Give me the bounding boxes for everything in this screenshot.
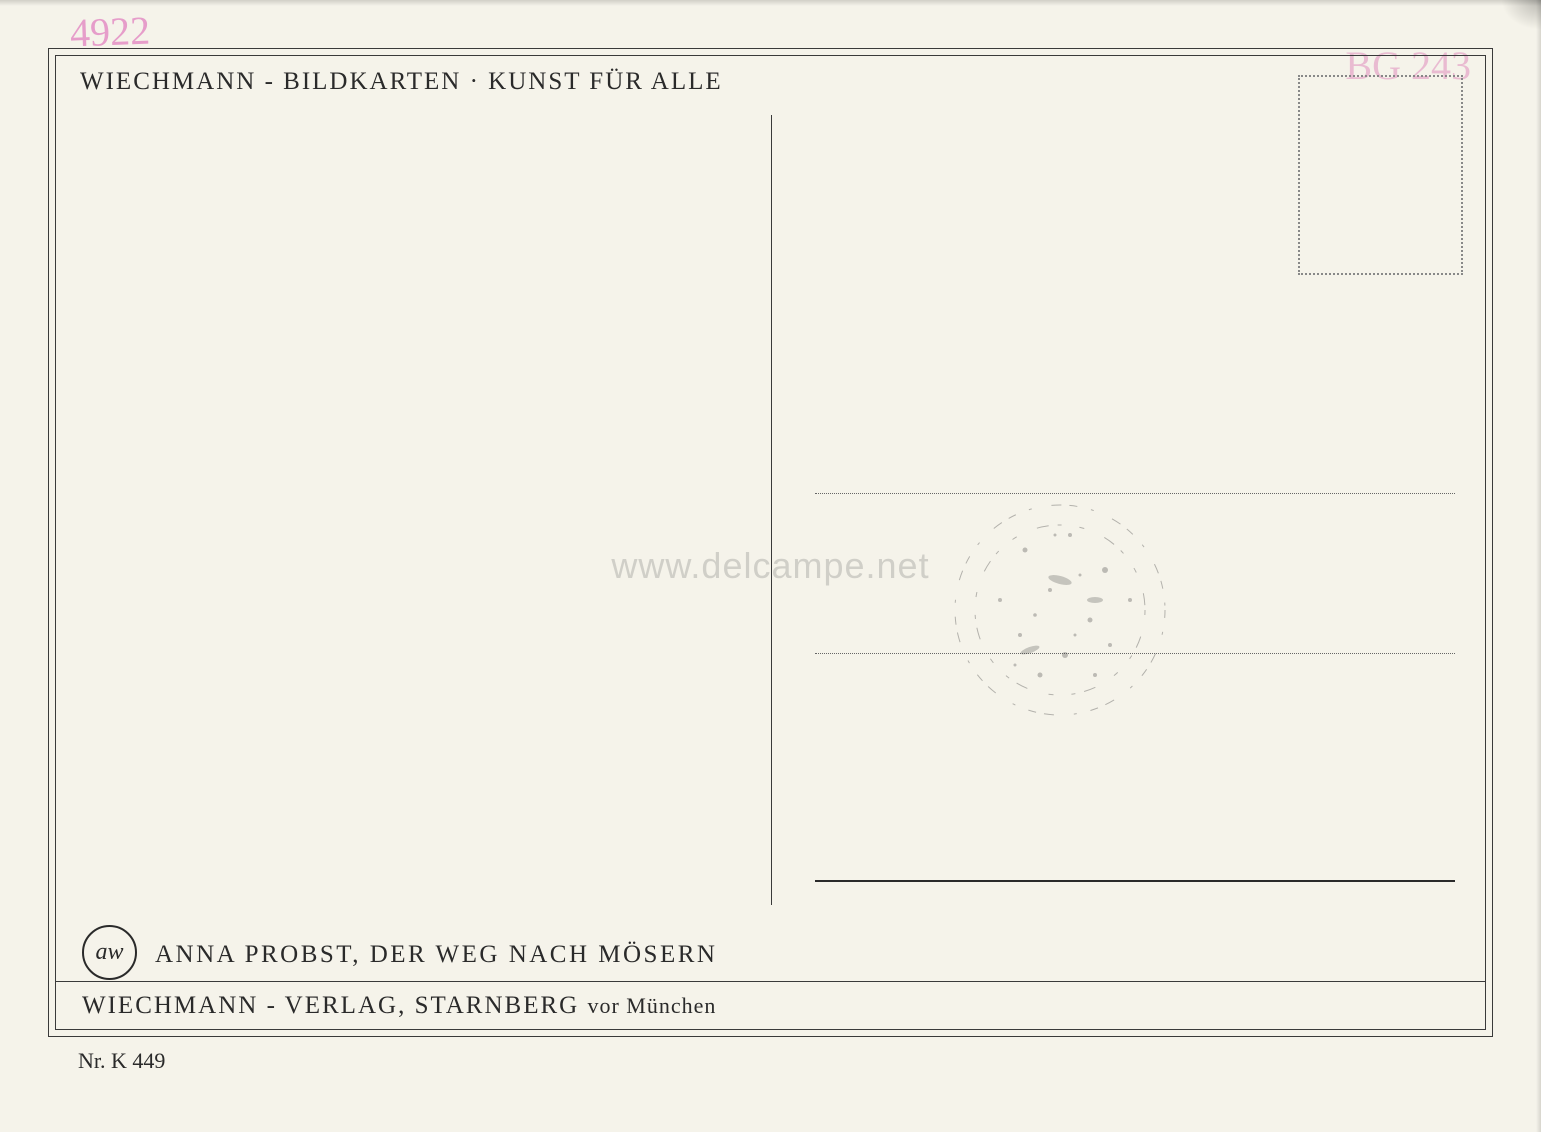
address-line — [815, 880, 1455, 882]
edge-shadow — [1536, 0, 1541, 1132]
catalog-prefix: Nr. — [78, 1048, 106, 1073]
logo-monogram: aw — [95, 939, 123, 966]
publisher-line: WIECHMANN - VERLAG, STARNBERG vor Münche… — [82, 992, 716, 1020]
address-line — [815, 653, 1455, 654]
publisher-logo: aw — [82, 925, 137, 980]
header-series: WIECHMANN - BILDKARTEN · KUNST FÜR ALLE — [80, 68, 723, 96]
vertical-divider — [771, 115, 772, 905]
publisher-suffix: vor München — [587, 993, 716, 1018]
publisher-city: STARNBERG — [415, 992, 580, 1019]
artwork-title: DER WEG NACH MÖSERN — [370, 941, 718, 968]
series-tagline: KUNST FÜR ALLE — [488, 68, 723, 95]
address-line — [815, 493, 1455, 494]
catalog-number: Nr. K 449 — [78, 1048, 165, 1074]
edge-shadow — [0, 0, 1541, 6]
artwork-credit: ANNA PROBST, DER WEG NACH MÖSERN — [155, 941, 717, 969]
catalog-value: K 449 — [111, 1048, 165, 1073]
separator-dot: · — [470, 68, 480, 95]
series-name: WIECHMANN - BILDKARTEN — [80, 68, 461, 95]
corner-shadow — [1501, 0, 1541, 30]
publisher-name: WIECHMANN - VERLAG — [82, 992, 398, 1019]
stamp-placeholder — [1298, 75, 1463, 275]
artist-name: ANNA PROBST — [155, 941, 352, 968]
footer-divider — [56, 981, 1485, 982]
